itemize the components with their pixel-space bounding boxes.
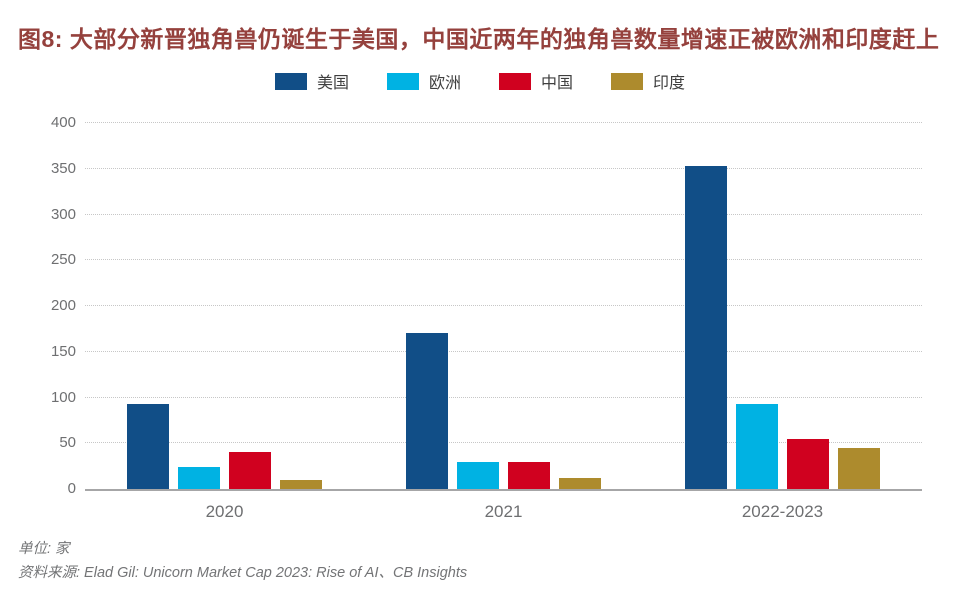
y-tick-label-100: 100 xyxy=(50,388,76,406)
bar-印度-2020 xyxy=(280,479,322,489)
bar-中国-2022-2023 xyxy=(787,438,829,489)
legend-label: 美国 xyxy=(316,75,349,92)
y-tick-label-300: 300 xyxy=(50,205,76,223)
legend-label: 印度 xyxy=(653,75,686,92)
legend-label: 中国 xyxy=(541,75,574,92)
y-tick-label-350: 350 xyxy=(50,159,76,177)
gridline-350 xyxy=(85,167,922,169)
y-tick-label-0: 0 xyxy=(67,480,76,497)
bar-group-2021 xyxy=(364,123,643,489)
unit-note: 单位: 家 xyxy=(18,541,70,557)
bar-美国-2020 xyxy=(127,403,169,489)
y-tick-label-400: 400 xyxy=(50,114,76,131)
y-tick-label-50: 50 xyxy=(59,434,76,452)
bar-美国-2022-2023 xyxy=(685,166,727,489)
y-tick-label-200: 200 xyxy=(50,297,76,314)
bar-中国-2021 xyxy=(508,461,550,489)
bar-欧洲-2021 xyxy=(457,461,499,489)
y-tick-label-150: 150 xyxy=(50,342,76,360)
bar-欧洲-2020 xyxy=(178,467,220,489)
gridline-100 xyxy=(85,396,922,398)
gridline-250 xyxy=(85,259,922,261)
bar-groups xyxy=(85,123,922,489)
x-tick-label-2020: 2020 xyxy=(205,502,244,521)
gridline-300 xyxy=(85,213,922,215)
gridline-150 xyxy=(85,350,922,352)
x-tick-label-2021: 2021 xyxy=(484,502,523,521)
x-tick-label-2022-2023: 2022-2023 xyxy=(741,502,824,521)
bar-group-2022-2023 xyxy=(643,123,922,489)
legend-item-印度: 印度 xyxy=(611,69,685,93)
legend-swatch-icon xyxy=(274,72,307,90)
legend-item-中国: 中国 xyxy=(499,69,573,93)
figure-title: 图8: 大部分新晋独角兽仍诞生于美国，中国近两年的独角兽数量增速正被欧洲和印度赶… xyxy=(18,26,940,52)
gridline-400 xyxy=(85,122,922,123)
legend-item-欧洲: 欧洲 xyxy=(386,69,461,93)
bar-中国-2020 xyxy=(229,452,271,489)
legend-item-美国: 美国 xyxy=(274,69,349,93)
x-axis-labels: 2020 2021 2022-2023 xyxy=(85,502,922,522)
gridline-200 xyxy=(85,305,922,306)
bar-欧洲-2022-2023 xyxy=(736,403,778,489)
bar-group-2020 xyxy=(85,123,364,489)
chart-legend: 美国 欧洲 中国 印度 xyxy=(0,69,960,93)
plot-area xyxy=(85,122,922,491)
bar-印度-2022-2023 xyxy=(838,447,880,489)
legend-swatch-icon xyxy=(499,72,531,90)
x-axis-line xyxy=(85,489,922,491)
bar-美国-2021 xyxy=(406,333,448,489)
gridline-50 xyxy=(85,442,922,444)
bar-印度-2021 xyxy=(559,478,601,489)
legend-swatch-icon xyxy=(386,72,419,90)
legend-label: 欧洲 xyxy=(428,75,461,92)
legend-swatch-icon xyxy=(611,72,644,90)
source-note: 资料来源: Elad Gil: Unicorn Market Cap 2023:… xyxy=(18,565,468,581)
y-tick-label-250: 250 xyxy=(50,251,76,269)
